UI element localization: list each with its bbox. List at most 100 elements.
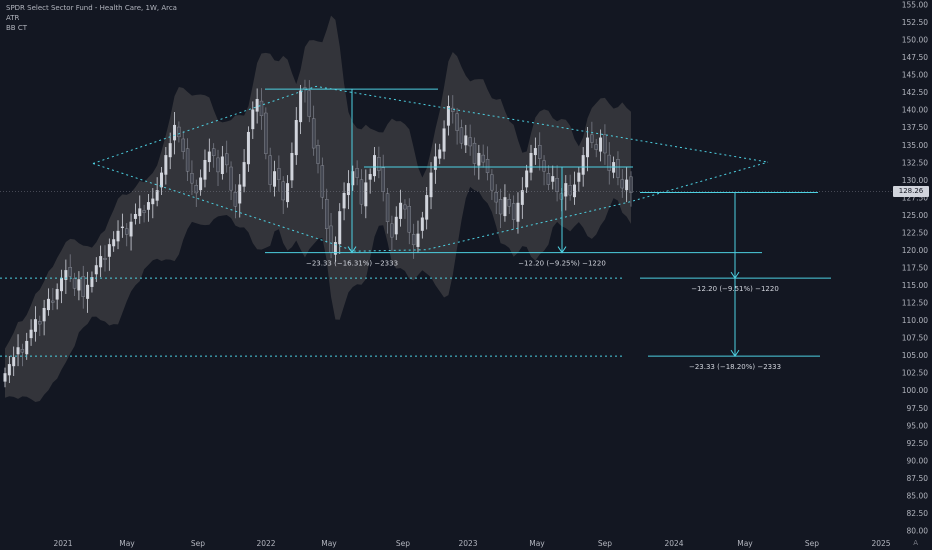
candle-body <box>246 131 250 165</box>
candle-body <box>533 148 537 156</box>
candle-body <box>160 172 163 188</box>
candle-body <box>581 155 585 175</box>
candle-body <box>594 144 598 150</box>
candle-body <box>477 152 481 166</box>
price-tick-label: 127.50 <box>902 193 928 202</box>
price-tick-label: 120.00 <box>902 246 928 255</box>
price-tick-label: 112.50 <box>902 299 928 308</box>
candle-body <box>255 98 259 112</box>
candle-body <box>559 193 564 200</box>
candle-body <box>416 233 420 247</box>
candle-body <box>259 100 264 117</box>
drawings-layer: −23.33 (−16.31%) −2333 −12.20 (−9.25%) −1… <box>0 85 831 371</box>
candle-body <box>586 137 590 158</box>
time-tick-label: 2024 <box>664 539 683 548</box>
price-tick-label: 155.00 <box>902 1 928 10</box>
candle-body <box>286 183 290 203</box>
candle-body <box>103 257 107 260</box>
price-tick-label: 147.50 <box>902 53 928 62</box>
bollinger-band-fill <box>5 15 631 403</box>
candle-body <box>211 148 216 156</box>
candle-body <box>494 192 498 203</box>
candle-body <box>551 176 555 182</box>
candle-body <box>455 113 459 131</box>
time-tick-label: Sep <box>805 539 819 548</box>
price-tick-label: 90.00 <box>907 456 929 465</box>
candle-body <box>112 239 116 247</box>
candle-body <box>525 170 529 188</box>
candle-body <box>446 105 450 126</box>
candles-layer <box>3 79 633 388</box>
price-tick-label: 132.50 <box>902 158 928 167</box>
last-price-tag: 128.26 <box>893 186 929 197</box>
indicator-bb-label[interactable]: BB CT <box>6 24 27 32</box>
candle-body <box>390 223 394 238</box>
candle-body <box>120 226 124 229</box>
candle-body <box>233 192 238 207</box>
price-tick-label: 102.50 <box>902 369 928 378</box>
candle-body <box>42 307 46 322</box>
candle-body <box>138 208 142 217</box>
price-tick-label: 115.00 <box>902 281 928 290</box>
price-tick-label: 95.00 <box>907 421 929 430</box>
candle-body <box>129 221 133 237</box>
candle-body <box>507 199 511 207</box>
price-axis[interactable] <box>894 0 932 550</box>
candle-body <box>155 190 159 201</box>
time-tick-label: Sep <box>598 539 612 548</box>
candle-body <box>151 198 155 205</box>
candle-body <box>177 126 181 138</box>
candle-body <box>90 277 94 287</box>
candle-body <box>407 206 411 233</box>
candle-body <box>273 171 277 187</box>
candle-body <box>299 90 303 123</box>
candle-body <box>294 120 298 156</box>
candle-body <box>607 154 611 171</box>
symbol-title[interactable]: SPDR Select Sector Fund - Health Care, 1… <box>6 4 177 12</box>
candle-body <box>403 204 407 210</box>
price-tick-label: 80.00 <box>907 527 929 536</box>
candle-body <box>86 284 90 299</box>
candle-body <box>185 148 190 172</box>
candle-body <box>238 184 242 204</box>
chart-legend: SPDR Select Sector Fund - Health Care, 1… <box>6 3 177 33</box>
candle-body <box>51 300 55 303</box>
candle-body <box>529 152 533 173</box>
candle-body <box>555 178 559 192</box>
candle-body <box>333 242 337 255</box>
candle-body <box>311 118 316 149</box>
price-axis-ticks: 80.00 82.50 85.00 87.50 90.00 92.50 95.00 97.50… <box>902 1 928 536</box>
candle-body <box>329 225 333 253</box>
indicator-atr-label[interactable]: ATR <box>6 14 20 22</box>
candle-body <box>72 278 77 289</box>
candle-body <box>94 265 98 275</box>
time-tick-label: May <box>119 539 135 548</box>
price-tick-label: 130.00 <box>902 176 928 185</box>
candle-body <box>616 159 620 178</box>
candle-body <box>420 217 424 231</box>
auto-scale-button[interactable]: A <box>913 539 918 547</box>
time-tick-label: May <box>529 539 545 548</box>
candle-body <box>181 138 185 152</box>
candle-body <box>359 179 364 205</box>
candle-body <box>429 172 433 198</box>
candle-body <box>229 166 233 191</box>
candle-body <box>199 177 203 191</box>
candle-body <box>146 202 150 210</box>
candle-body <box>459 127 464 144</box>
candle-body <box>385 193 390 222</box>
candle-body <box>116 230 120 242</box>
candle-body <box>216 157 220 173</box>
measure-arrow-1-head <box>347 246 357 254</box>
candle-body <box>55 289 59 300</box>
candle-body <box>425 195 429 220</box>
candle-body <box>442 128 446 152</box>
time-axis[interactable] <box>0 533 894 550</box>
candle-body <box>498 199 503 215</box>
candle-body <box>64 270 68 280</box>
candle-body <box>307 90 312 117</box>
candle-body <box>629 176 633 193</box>
candle-body <box>381 167 385 192</box>
candle-body <box>7 364 11 376</box>
